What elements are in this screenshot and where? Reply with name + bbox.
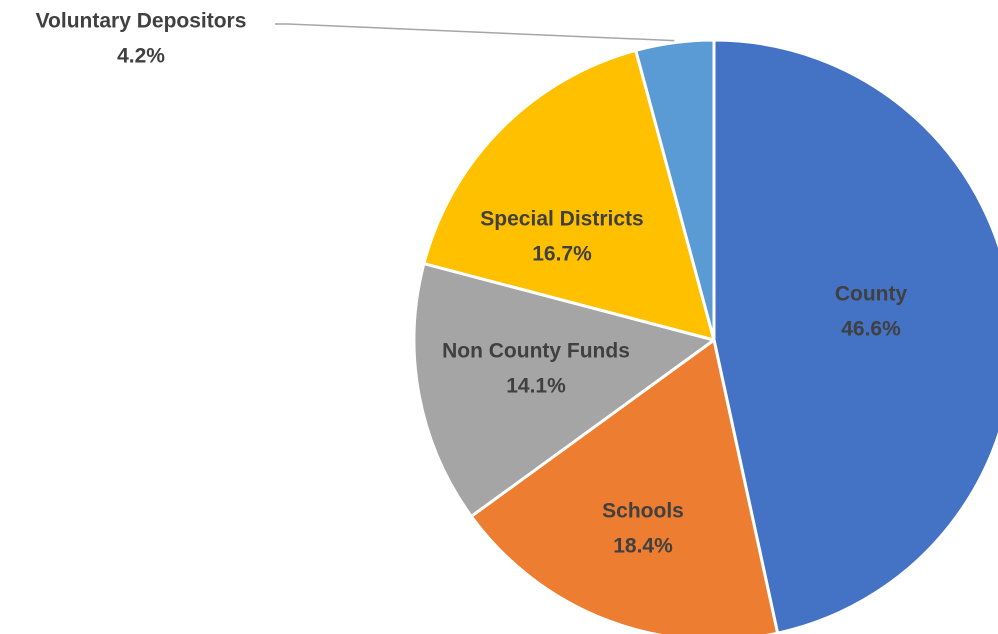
slice-label-special-districts: Special Districts	[480, 208, 643, 231]
slice-labels: County 46.6% Schools 18.4% Non County Funds 1…	[36, 10, 908, 558]
pie-slices	[412, 38, 998, 634]
pie-slice-voluntary-depositors	[634, 38, 716, 342]
slice-label-schools: Schools	[602, 500, 684, 523]
slice-value-schools: 18.4%	[613, 535, 673, 558]
slice-value-voluntary-depositors: 4.2%	[117, 45, 165, 68]
pie-slice-county	[712, 38, 998, 634]
slice-value-special-districts: 16.7%	[532, 243, 592, 266]
slice-label-non-county-funds: Non County Funds	[442, 340, 630, 363]
slice-value-non-county-funds: 14.1%	[506, 375, 566, 398]
pie-slice-schools	[469, 338, 780, 634]
slice-label-county: County	[835, 283, 908, 306]
pie-slice-non-county-funds	[412, 262, 716, 518]
slice-label-voluntary-depositors: Voluntary Depositors	[36, 10, 247, 33]
slice-value-county: 46.6%	[841, 318, 901, 341]
leader-line-voluntary-depositors	[275, 23, 675, 42]
pie-slice-special-districts	[422, 48, 716, 342]
